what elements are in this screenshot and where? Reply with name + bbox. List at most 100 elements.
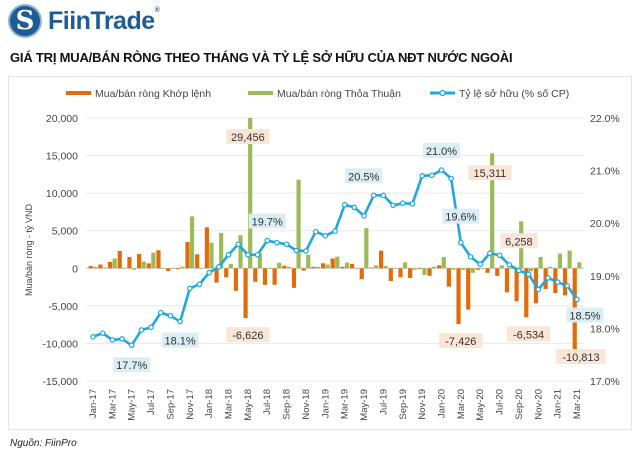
bar-thoa-thuan (432, 266, 437, 269)
x-tick-label: Jan-20 (436, 389, 447, 418)
bar-thoa-thuan (170, 268, 175, 269)
bar-thoa-thuan (548, 266, 553, 269)
bar-khop-lenh (398, 268, 403, 278)
bar-khop-lenh (253, 268, 258, 282)
line-data-label-bg (566, 307, 604, 323)
bar-thoa-thuan (451, 268, 456, 270)
bar-khop-lenh (504, 268, 510, 293)
line-data-label-bg (345, 168, 383, 184)
ownership-point (128, 342, 135, 349)
bar-khop-lenh (146, 263, 151, 269)
ownership-point (477, 261, 484, 268)
legend-label-0: Mua/bán ròng Khớp lệnh (95, 88, 211, 100)
bar-thoa-thuan (499, 265, 504, 269)
ownership-point (293, 247, 300, 254)
bar-data-label: 15,311 (473, 168, 506, 180)
bar-khop-lenh (349, 263, 355, 269)
x-tick-label: May-20 (475, 389, 486, 421)
bar-thoa-thuan (160, 268, 166, 269)
bar-thoa-thuan (93, 266, 98, 269)
ownership-point (467, 254, 474, 260)
bar-khop-lenh (495, 268, 500, 276)
ownership-point (554, 279, 561, 285)
bar-thoa-thuan (364, 228, 369, 269)
bar-khop-lenh (379, 250, 384, 269)
bar-data-label: -7,426 (445, 336, 476, 348)
bar-thoa-thuan (354, 268, 359, 269)
ownership-point (109, 337, 116, 343)
bar-thoa-thuan (373, 265, 379, 269)
ownership-point (351, 204, 358, 211)
ownership-point (245, 251, 251, 258)
bar-thoa-thuan (557, 253, 563, 269)
bar-khop-lenh (233, 268, 238, 291)
ownership-point (283, 241, 290, 248)
y2-tick-label: 22.0% (590, 113, 620, 125)
ownership-point (380, 192, 387, 199)
bar-thoa-thuan (577, 262, 582, 269)
x-tick-label: Sep-19 (398, 389, 409, 420)
ownership-point (341, 201, 348, 208)
ownership-point (157, 309, 164, 316)
bar-thoa-thuan (219, 232, 224, 269)
bar-thoa-thuan (238, 235, 243, 269)
y-axis-label: Mua/bán ròng - tỷ VND (24, 203, 34, 296)
ownership-point (574, 296, 580, 303)
ownership-point (303, 248, 309, 254)
ownership-point (167, 312, 174, 319)
fiintrade-logo: S FiinTrade® (8, 4, 160, 38)
bar-khop-lenh (320, 263, 326, 269)
bar-khop-lenh (388, 268, 393, 282)
bar-thoa-thuan (393, 268, 398, 269)
bar-thoa-thuan (412, 268, 417, 270)
ownership-point (448, 175, 454, 182)
ownership-point (99, 330, 106, 336)
line-data-label: 21.0% (426, 146, 457, 158)
x-tick-label: Nov-17 (185, 389, 196, 420)
x-tick-label: Jul-19 (378, 389, 389, 415)
bar-khop-lenh (437, 265, 442, 269)
bar-data-label: 29,456 (231, 132, 265, 144)
bar-khop-lenh (466, 268, 471, 310)
bar-khop-lenh (475, 268, 480, 270)
bar-thoa-thuan (567, 250, 572, 269)
bar-data-label: 6,258 (505, 236, 533, 248)
bar-khop-lenh (427, 268, 432, 276)
bar-khop-lenh (127, 257, 132, 269)
bar-thoa-thuan (190, 216, 195, 269)
bar-thoa-thuan (199, 268, 204, 269)
line-data-label-bg (113, 357, 151, 373)
bar-data-label-bg (439, 333, 483, 349)
bar-khop-lenh (166, 268, 171, 271)
x-tick-label: Nov-19 (417, 389, 428, 420)
y2-tick-label: 17.0% (590, 376, 620, 388)
legend-swatch-1 (248, 91, 273, 95)
brand-name: FiinTrade (48, 6, 155, 35)
x-tick-label: Mar-19 (340, 389, 351, 419)
bar-thoa-thuan (538, 257, 543, 269)
ownership-point (535, 286, 542, 293)
bar-khop-lenh (156, 250, 161, 269)
x-tick-label: Sep-20 (514, 389, 525, 420)
x-tick-label: May-18 (243, 389, 254, 421)
ownership-point (264, 237, 271, 244)
bar-thoa-thuan (267, 268, 272, 269)
bar-data-label: -6,534 (513, 329, 544, 341)
ownership-point (506, 261, 513, 268)
chart-frame (8, 76, 632, 430)
ownership-point (487, 250, 493, 256)
bar-thoa-thuan (441, 257, 446, 269)
bar-thoa-thuan (480, 268, 485, 270)
bar-khop-lenh (456, 268, 461, 325)
bar-khop-lenh (330, 258, 335, 269)
ownership-point (390, 202, 396, 209)
ownership-point (187, 285, 193, 292)
x-tick-label: Jan-18 (204, 389, 215, 418)
line-data-label-bg (248, 213, 286, 229)
bar-thoa-thuan (277, 262, 282, 269)
bar-data-label-bg (556, 349, 606, 364)
ownership-line (92, 168, 579, 347)
ownership-point (438, 167, 445, 173)
bar-thoa-thuan (528, 268, 533, 272)
